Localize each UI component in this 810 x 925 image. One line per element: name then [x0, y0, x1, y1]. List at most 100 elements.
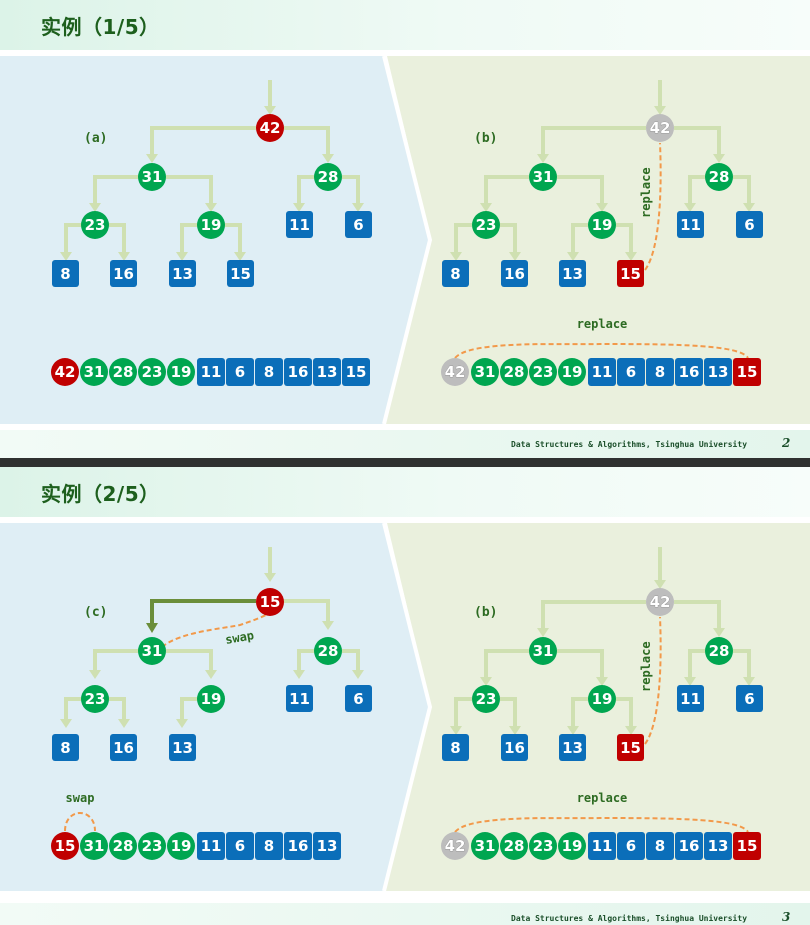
svg-text:15: 15	[620, 739, 641, 757]
svg-text:16: 16	[113, 739, 134, 757]
svg-text:6: 6	[235, 837, 245, 855]
replace-array-curve	[454, 816, 749, 833]
svg-text:16: 16	[288, 837, 309, 855]
replace-annotation: replace	[639, 167, 653, 218]
svg-text:15: 15	[346, 363, 367, 381]
heap-array-b: 42 31 28 23 19 11 6 8 16 13 15	[441, 358, 761, 386]
array-cell: 6	[617, 832, 645, 860]
svg-text:6: 6	[744, 216, 754, 234]
replace-curve	[644, 616, 662, 745]
svg-text:31: 31	[533, 642, 554, 660]
array-cell: 42	[51, 358, 79, 386]
array-cell: 28	[500, 358, 528, 386]
left-panel	[0, 56, 430, 424]
svg-text:28: 28	[318, 642, 339, 660]
svg-text:42: 42	[445, 363, 466, 381]
tree-node: 19	[197, 211, 225, 239]
array-cell: 31	[471, 832, 499, 860]
tree-node: 42	[646, 114, 674, 142]
array-cell: 15	[342, 358, 370, 386]
array-cell: 23	[138, 832, 166, 860]
tree-node: 23	[81, 211, 109, 239]
tree-node: 23	[472, 211, 500, 239]
tree-leaf: 8	[52, 260, 79, 287]
replace-array-annotation: replace	[577, 791, 628, 805]
svg-text:31: 31	[475, 837, 496, 855]
tree-leaf: 6	[736, 685, 763, 712]
panel-label-b: (b)	[474, 131, 497, 146]
svg-text:42: 42	[55, 363, 76, 381]
svg-text:16: 16	[113, 265, 134, 283]
svg-text:13: 13	[172, 265, 193, 283]
array-cell: 8	[255, 832, 283, 860]
svg-text:28: 28	[504, 837, 525, 855]
tree-node: 19	[588, 685, 616, 713]
svg-text:16: 16	[504, 265, 525, 283]
panel-label-c: (c)	[84, 605, 107, 620]
svg-text:23: 23	[85, 216, 106, 234]
array-cell: 15	[51, 832, 79, 860]
tree-leaf: 13	[559, 260, 586, 287]
svg-text:31: 31	[142, 642, 163, 660]
array-cell: 8	[646, 358, 674, 386]
tree-leaf: 6	[736, 211, 763, 238]
array-cell: 31	[80, 832, 108, 860]
tree-b	[454, 80, 751, 256]
heap-array-c: 15 31 28 23 19 11 6 8 16 13	[51, 832, 341, 860]
slide-1: 实例（1/5）	[0, 0, 810, 458]
tree-node: 42	[256, 114, 284, 142]
svg-text:11: 11	[680, 690, 701, 708]
svg-text:15: 15	[230, 265, 251, 283]
svg-text:19: 19	[201, 690, 222, 708]
array-cell: 8	[646, 832, 674, 860]
tree-leaf: 13	[169, 260, 196, 287]
tree-leaf: 11	[286, 211, 313, 238]
array-cell: 15	[733, 832, 761, 860]
svg-text:23: 23	[533, 837, 554, 855]
svg-text:13: 13	[708, 837, 729, 855]
swap-array-curve	[64, 812, 96, 832]
slide-title: 实例（2/5）	[41, 482, 160, 506]
footer-text: Data Structures & Algorithms, Tsinghua U…	[511, 914, 748, 923]
replace-array-annotation: replace	[577, 317, 628, 331]
array-cell: 19	[558, 358, 586, 386]
svg-text:31: 31	[142, 168, 163, 186]
array-cell: 23	[529, 358, 557, 386]
panel-label-a: (a)	[84, 131, 107, 146]
svg-text:8: 8	[264, 837, 274, 855]
svg-text:13: 13	[317, 837, 338, 855]
tree-b	[454, 547, 751, 730]
tree-node: 31	[529, 637, 557, 665]
tree-leaf: 13	[559, 734, 586, 761]
array-cell: 13	[704, 358, 732, 386]
svg-text:28: 28	[318, 168, 339, 186]
array-cell: 16	[284, 358, 312, 386]
svg-text:6: 6	[353, 690, 363, 708]
tree-leaf: 15	[617, 734, 644, 761]
array-cell: 13	[313, 832, 341, 860]
array-cell: 28	[109, 832, 137, 860]
array-cell: 6	[617, 358, 645, 386]
footer-text: Data Structures & Algorithms, Tsinghua U…	[511, 440, 748, 449]
svg-text:23: 23	[142, 837, 163, 855]
tree-leaf: 16	[501, 734, 528, 761]
tree-node: 28	[314, 163, 342, 191]
svg-text:31: 31	[84, 363, 105, 381]
svg-text:6: 6	[235, 363, 245, 381]
replace-array-curve	[454, 342, 749, 359]
slide-divider	[0, 458, 810, 467]
svg-text:15: 15	[737, 837, 758, 855]
right-panel	[385, 56, 810, 424]
tree-leaf: 8	[442, 734, 469, 761]
svg-text:8: 8	[655, 837, 665, 855]
svg-text:28: 28	[709, 642, 730, 660]
svg-text:15: 15	[260, 593, 281, 611]
svg-text:13: 13	[172, 739, 193, 757]
array-cell: 31	[471, 358, 499, 386]
svg-text:13: 13	[708, 363, 729, 381]
svg-text:42: 42	[650, 119, 671, 137]
svg-text:42: 42	[260, 119, 281, 137]
array-cell: 23	[138, 358, 166, 386]
tree-node: 23	[472, 685, 500, 713]
svg-text:23: 23	[142, 363, 163, 381]
